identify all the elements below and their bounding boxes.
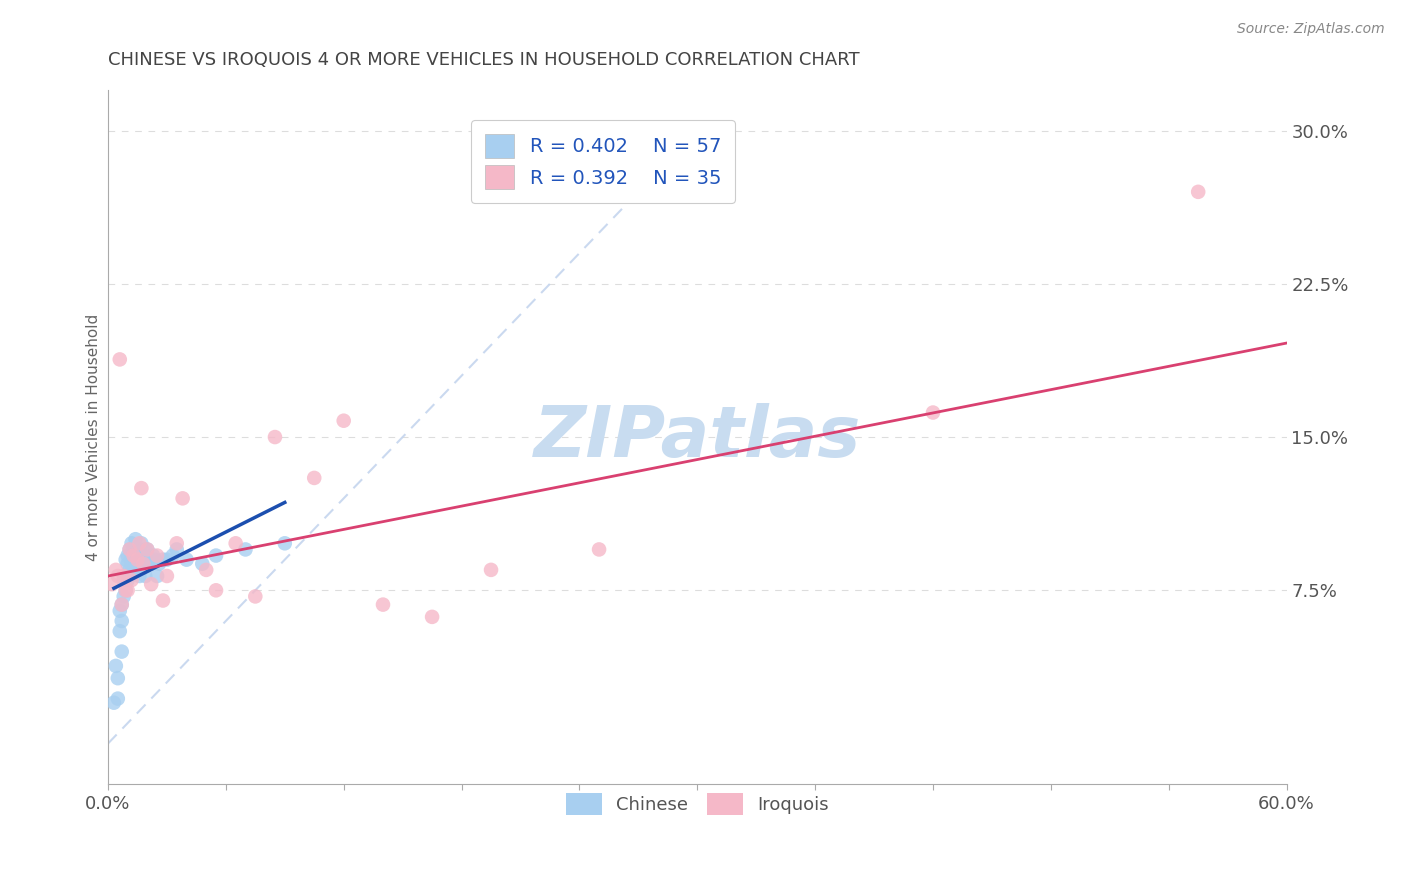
Point: [371, 598, 394, 612]
Point: [114, 552, 136, 566]
Point: [121, 536, 143, 550]
Point: [112, 573, 135, 587]
Point: [121, 549, 143, 563]
Point: [122, 549, 145, 563]
Point: [132, 552, 155, 566]
Point: [235, 542, 257, 557]
Point: [479, 563, 502, 577]
Point: [146, 549, 169, 563]
Point: [141, 557, 163, 571]
Point: [112, 590, 135, 604]
Point: [118, 563, 141, 577]
Point: [128, 569, 150, 583]
Point: [588, 542, 610, 557]
Point: [111, 598, 134, 612]
Text: Source: ZipAtlas.com: Source: ZipAtlas.com: [1237, 22, 1385, 37]
Point: [264, 430, 287, 444]
Point: [104, 659, 127, 673]
Point: [156, 552, 179, 566]
Point: [138, 552, 160, 566]
Point: [143, 552, 166, 566]
Point: [132, 557, 155, 571]
Point: [191, 557, 214, 571]
Point: [131, 481, 153, 495]
Y-axis label: 4 or more Vehicles in Household: 4 or more Vehicles in Household: [86, 313, 101, 561]
Point: [146, 569, 169, 583]
Point: [108, 624, 131, 639]
Point: [117, 583, 139, 598]
Point: [225, 536, 247, 550]
Point: [111, 614, 134, 628]
Point: [195, 563, 218, 577]
Point: [124, 533, 146, 547]
Point: [114, 583, 136, 598]
Point: [922, 405, 945, 419]
Point: [141, 577, 163, 591]
Point: [127, 542, 149, 557]
Point: [118, 542, 141, 557]
Point: [127, 542, 149, 557]
Point: [148, 557, 170, 571]
Point: [101, 577, 124, 591]
Point: [108, 604, 131, 618]
Point: [166, 542, 188, 557]
Point: [122, 563, 145, 577]
Point: [166, 536, 188, 550]
Point: [108, 352, 131, 367]
Point: [131, 549, 153, 563]
Point: [122, 542, 145, 557]
Text: ZIPatlas: ZIPatlas: [534, 402, 860, 472]
Point: [107, 671, 129, 685]
Point: [131, 536, 153, 550]
Point: [127, 563, 149, 577]
Legend: Chinese, Iroquois: Chinese, Iroquois: [557, 784, 838, 824]
Point: [114, 583, 136, 598]
Point: [332, 414, 354, 428]
Point: [127, 552, 149, 566]
Point: [136, 542, 159, 557]
Point: [136, 542, 159, 557]
Point: [274, 536, 297, 550]
Point: [124, 563, 146, 577]
Point: [176, 552, 198, 566]
Point: [128, 552, 150, 566]
Point: [134, 569, 156, 583]
Point: [152, 552, 174, 566]
Point: [117, 549, 139, 563]
Point: [107, 569, 129, 583]
Point: [172, 491, 194, 506]
Point: [128, 536, 150, 550]
Point: [124, 549, 146, 563]
Point: [122, 552, 145, 566]
Point: [111, 645, 134, 659]
Point: [205, 583, 228, 598]
Point: [156, 569, 179, 583]
Point: [121, 573, 143, 587]
Point: [117, 557, 139, 571]
Point: [103, 696, 125, 710]
Point: [118, 542, 141, 557]
Point: [152, 593, 174, 607]
Point: [304, 471, 326, 485]
Point: [111, 598, 134, 612]
Point: [118, 569, 141, 583]
Point: [142, 549, 165, 563]
Point: [112, 569, 135, 583]
Point: [162, 549, 184, 563]
Point: [134, 542, 156, 557]
Point: [104, 563, 127, 577]
Point: [136, 557, 159, 571]
Point: [132, 557, 155, 571]
Point: [128, 542, 150, 557]
Point: [1187, 185, 1209, 199]
Point: [420, 610, 443, 624]
Point: [205, 549, 228, 563]
Point: [107, 691, 129, 706]
Point: [121, 557, 143, 571]
Point: [117, 573, 139, 587]
Point: [245, 590, 267, 604]
Text: CHINESE VS IROQUOIS 4 OR MORE VEHICLES IN HOUSEHOLD CORRELATION CHART: CHINESE VS IROQUOIS 4 OR MORE VEHICLES I…: [108, 51, 859, 69]
